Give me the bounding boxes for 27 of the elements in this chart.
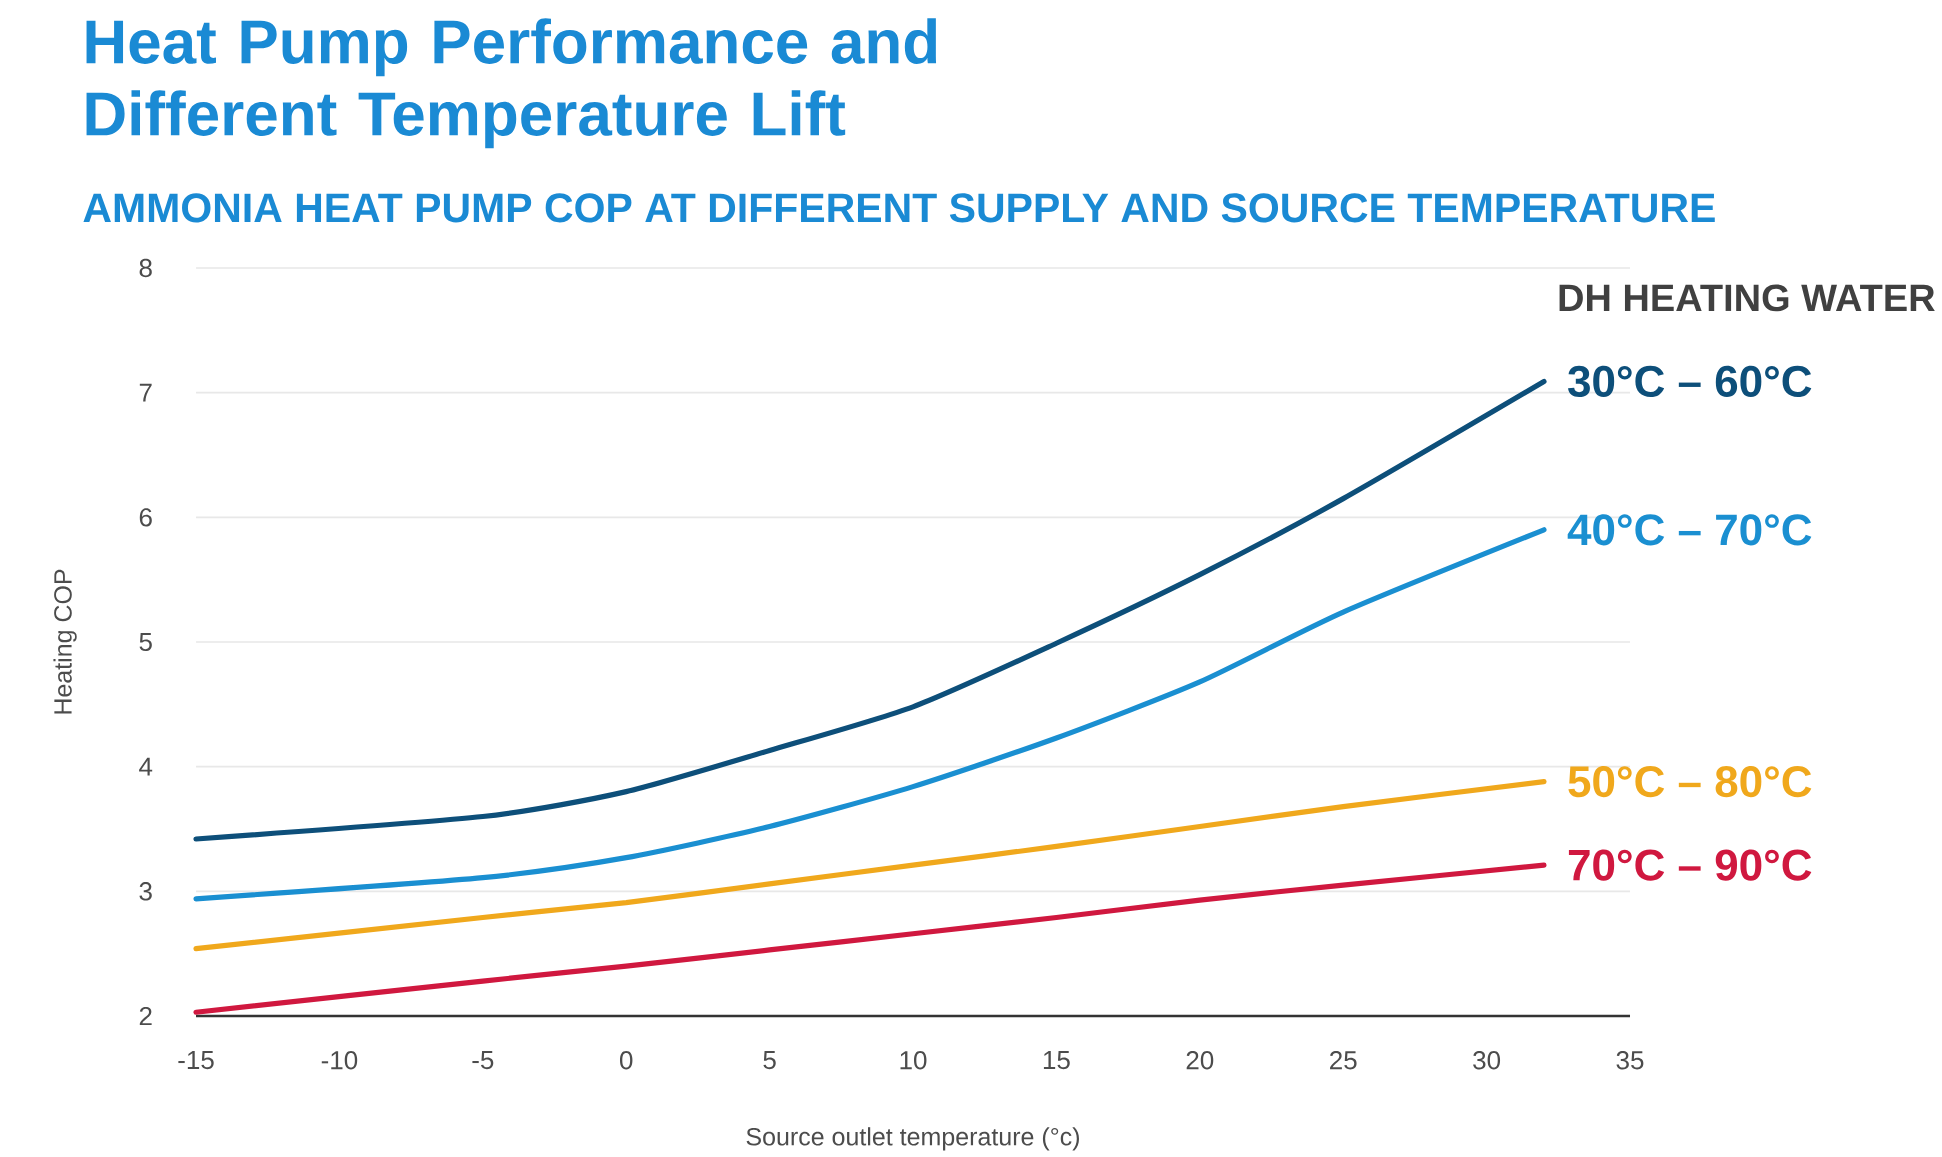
chart-title: Heat Pump Performance and Different Temperature Lift [86, 18, 937, 149]
y-tick-label: 8 [139, 258, 152, 278]
x-tick-label: -10 [321, 1050, 358, 1070]
y-tick-label: 7 [139, 383, 152, 402]
x-tick-label: 35 [1616, 1050, 1644, 1070]
series-label: 30°C – 60°C [1568, 365, 1812, 397]
x-axis-title: Source outlet temperature (°c) [746, 1127, 1079, 1151]
series-label: 70°C – 90°C [1568, 849, 1812, 881]
legend-title: DH HEATING WATER [1559, 284, 1935, 312]
chart-subtitle: AMMONIA HEAT PUMP COP AT DIFFERENT SUPPLY AND SOURCE TEMPERATURE [83, 193, 1715, 223]
y-tick-label: 5 [139, 632, 152, 651]
series-label: 50°C – 80°C [1568, 765, 1812, 798]
x-tick-label: -5 [472, 1050, 494, 1070]
y-tick-label: 6 [139, 508, 152, 527]
x-tick-label: 15 [1043, 1050, 1070, 1070]
y-tick-label: 2 [139, 1006, 152, 1025]
series-label: 40°C – 70°C [1567, 514, 1812, 546]
x-tick-label: 20 [1186, 1050, 1214, 1070]
x-tick-label: -15 [178, 1050, 214, 1070]
x-tick-label: 0 [619, 1050, 633, 1070]
y-tick-label: 4 [139, 757, 153, 776]
x-tick-label: 25 [1330, 1050, 1357, 1070]
y-axis-title: Heating COP [53, 569, 77, 714]
x-tick-label: 30 [1473, 1050, 1501, 1070]
x-tick-label: 10 [900, 1050, 927, 1070]
y-tick-label: 3 [139, 882, 152, 901]
x-tick-label: 5 [763, 1050, 776, 1070]
